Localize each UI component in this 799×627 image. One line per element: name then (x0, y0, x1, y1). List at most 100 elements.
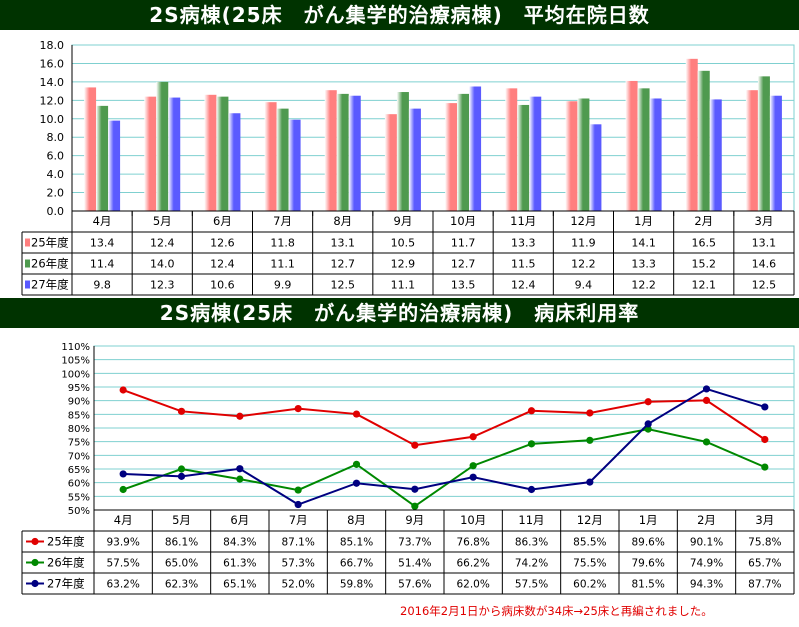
bar-8-2 (589, 124, 602, 211)
data-label: 74.9% (690, 558, 723, 570)
data-label: 11.9 (571, 237, 596, 250)
data-label: 51.4% (398, 558, 431, 570)
x-tick-label: 3月 (755, 214, 774, 228)
y-tick-label: 105% (61, 356, 90, 367)
bar-6-2 (469, 86, 482, 211)
x-tick-label: 6月 (213, 214, 232, 228)
bar-10-1 (697, 70, 710, 211)
point-6-1 (469, 462, 477, 470)
data-label: 57.5% (515, 579, 548, 591)
y-tick-label: 100% (61, 369, 90, 380)
length-of-stay-bar-chart: 0.0 2.0 4.0 6.0 8.0 10.0 12.0 14.0 16.0 18.0 4月 5月 6… (21, 39, 795, 296)
point-6-0 (469, 433, 477, 441)
data-label: 65.7% (748, 558, 781, 570)
y-tick-label: 70% (68, 451, 90, 462)
data-label: 62.0% (456, 579, 489, 591)
x-tick-label: 8月 (333, 214, 352, 228)
point-1-0 (177, 407, 186, 415)
bar-6-1 (457, 93, 470, 211)
point-7-0 (527, 407, 536, 415)
x-tick-label: 7月 (273, 214, 292, 228)
point-10-0 (702, 396, 711, 404)
data-label: 86.3% (515, 537, 548, 549)
data-label: 12.1 (692, 279, 717, 292)
bar-5-0 (384, 114, 397, 211)
bar-5-1 (396, 92, 409, 211)
data-label: 11.5 (511, 258, 536, 271)
point-10-2 (702, 385, 711, 393)
data-label: 66.7% (340, 558, 373, 570)
bar-7-1 (517, 104, 530, 211)
series-line-0 (122, 389, 766, 447)
data-label: 57.5% (106, 558, 139, 570)
legend-key (25, 259, 30, 268)
y-tick-label: 85% (68, 410, 90, 421)
data-label: 84.3% (223, 537, 256, 549)
point-11-2 (761, 403, 769, 411)
point-3-2 (294, 500, 302, 509)
legend-label: 25年度 (47, 535, 85, 549)
x-tick-label: 3月 (755, 513, 774, 527)
y-tick-label: 65% (68, 465, 90, 476)
data-label: 60.2% (573, 579, 606, 591)
legend-label: 25年度 (31, 236, 69, 250)
x-tick-label: 5月 (172, 513, 191, 527)
point-4-2 (352, 479, 361, 487)
bar-1-2 (168, 97, 181, 211)
y-tick-label: 0.0 (47, 205, 65, 218)
data-label: 94.3% (690, 579, 723, 591)
legend-key (25, 238, 30, 247)
y-tick-label: 90% (68, 397, 90, 408)
x-tick-label: 5月 (153, 214, 172, 228)
point-10-1 (702, 438, 711, 446)
bar-3-1 (276, 108, 289, 211)
point-3-0 (294, 404, 302, 413)
bar-8-0 (565, 101, 578, 211)
data-label: 86.1% (165, 537, 198, 549)
data-label: 12.6 (210, 237, 235, 250)
data-label: 15.2 (692, 258, 717, 271)
bar-11-1 (757, 76, 770, 211)
data-label: 65.1% (223, 579, 256, 591)
chart1-title: 2S病棟(25床 がん集学的治療病棟) 平均在院日数 (0, 0, 799, 30)
y-tick-label: 75% (68, 438, 90, 449)
legend-label: 27年度 (47, 577, 85, 591)
data-label: 11.8 (270, 237, 295, 250)
point-8-0 (586, 409, 594, 417)
x-tick-label: 4月 (114, 513, 133, 527)
y-tick-label: 60% (68, 479, 90, 490)
legend-key (25, 280, 30, 289)
data-label: 9.8 (93, 279, 111, 292)
series-line-2 (123, 387, 766, 506)
x-tick-label: 8月 (347, 513, 366, 527)
y-tick-label: 4.0 (47, 168, 65, 181)
point-2-2 (236, 465, 244, 473)
y-tick-label: 2.0 (47, 187, 65, 200)
data-label: 76.8% (456, 537, 489, 549)
point-6-2 (469, 473, 477, 481)
data-label: 93.9% (106, 537, 139, 549)
point-2-1 (236, 475, 244, 483)
x-tick-label: 9月 (405, 513, 424, 527)
data-label: 75.8% (748, 537, 781, 549)
data-label: 11.4 (90, 258, 115, 271)
bar-4-1 (336, 93, 349, 211)
data-label: 13.1 (752, 237, 777, 250)
data-label: 79.6% (631, 558, 664, 570)
legend-label: 26年度 (31, 257, 69, 271)
series-line-1 (122, 428, 766, 508)
x-tick-label: 11月 (510, 214, 536, 228)
x-tick-label: 10月 (460, 513, 486, 527)
data-label: 85.5% (573, 537, 606, 549)
bar-7-2 (529, 96, 542, 211)
x-tick-label: 10月 (450, 214, 476, 228)
y-tick-label: 16.0 (40, 57, 65, 70)
point-5-2 (411, 485, 419, 493)
data-label: 66.2% (456, 558, 489, 570)
data-label: 85.1% (340, 537, 373, 549)
bar-9-0 (625, 80, 638, 211)
bar-3-0 (264, 102, 277, 211)
point-11-0 (761, 435, 769, 444)
x-tick-label: 7月 (289, 513, 308, 527)
footnote: 2016年2月1日から病床数が34床→25床と再編されました。 (400, 604, 713, 618)
